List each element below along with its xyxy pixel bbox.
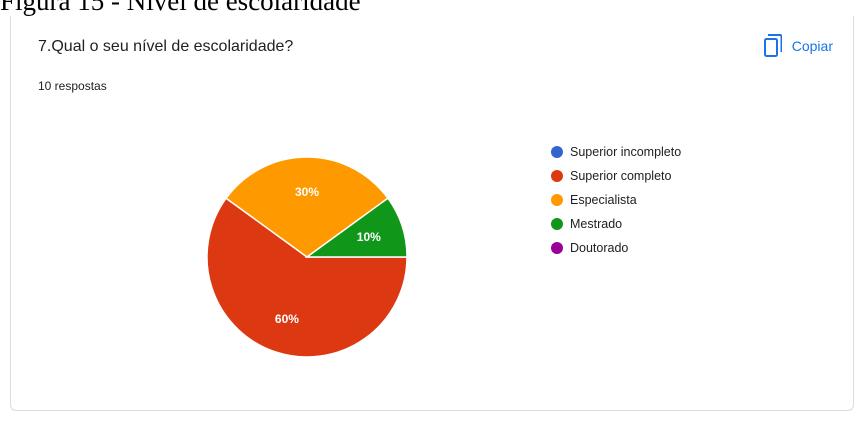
pie-chart: 60% 30% 10% xyxy=(206,156,408,358)
legend-label: Superior completo xyxy=(570,169,672,183)
pie-slice-mestrado[interactable] xyxy=(304,197,408,258)
legend-swatch xyxy=(551,242,563,254)
legend-label: Especialista xyxy=(570,193,637,207)
legend-swatch xyxy=(551,146,563,158)
response-count: 10 respostas xyxy=(38,79,107,93)
figure-caption: Figura 15 - Nível de escolaridade xyxy=(0,0,361,16)
pie-slice-especialista[interactable] xyxy=(225,156,389,258)
legend-item-superior-completo[interactable]: Superior completo xyxy=(551,164,681,188)
legend-item-doutorado[interactable]: Doutorado xyxy=(551,236,681,260)
question-title: 7.Qual o seu nível de escolaridade? xyxy=(38,38,294,55)
legend-swatch xyxy=(551,170,563,182)
pie-slice-superior-completo[interactable] xyxy=(206,197,408,358)
copy-button[interactable]: Copiar xyxy=(763,34,833,58)
copy-icon xyxy=(763,34,782,58)
legend-swatch xyxy=(551,218,563,230)
chart-legend: Superior incompleto Superior completo Espe… xyxy=(551,140,681,260)
legend-label: Doutorado xyxy=(570,241,629,255)
legend-label: Mestrado xyxy=(570,217,623,231)
question-card: 7.Qual o seu nível de escolaridade? 10 r… xyxy=(10,16,854,411)
legend-label: Superior incompleto xyxy=(570,145,682,159)
pie-label-superior-completo: 60% xyxy=(275,312,299,326)
legend-item-superior-incompleto[interactable]: Superior incompleto xyxy=(551,140,681,164)
legend-swatch xyxy=(551,194,563,206)
copy-label: Copiar xyxy=(791,38,833,54)
pie-label-especialista: 30% xyxy=(295,185,319,199)
legend-item-mestrado[interactable]: Mestrado xyxy=(551,212,681,236)
pie-label-mestrado: 10% xyxy=(357,230,381,244)
legend-item-especialista[interactable]: Especialista xyxy=(551,188,681,212)
